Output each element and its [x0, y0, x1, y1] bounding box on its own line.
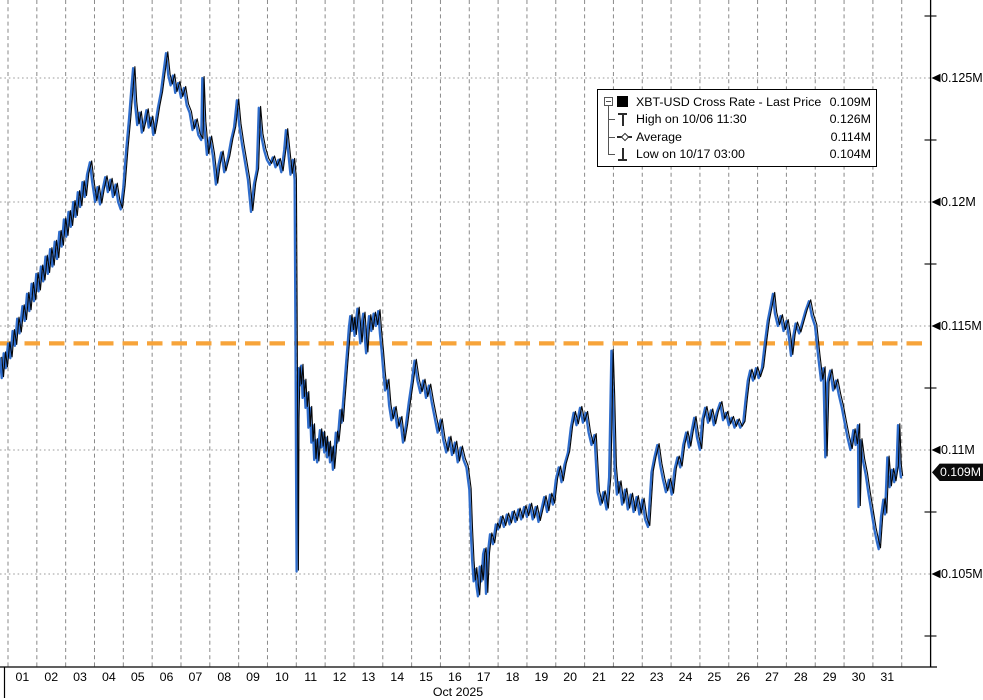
y-axis-tick-arrows [931, 73, 941, 579]
price-line [0, 51, 904, 598]
x-axis-day-label: 03 [73, 670, 87, 684]
x-axis-day-label: 22 [620, 670, 635, 684]
legend-tree-cell [602, 146, 617, 164]
x-axis-day-label: 17 [476, 670, 491, 684]
x-axis-day-label: 09 [246, 670, 260, 684]
legend-label: High on 10/06 11:30 [636, 112, 747, 127]
x-axis-day-label: 23 [649, 670, 664, 684]
legend-row: Average 0.114M [602, 128, 871, 146]
legend-tree-stub [608, 119, 615, 121]
x-axis-day-label: 10 [274, 670, 289, 684]
x-axis-day-label: 21 [592, 670, 606, 684]
legend-tree-line [608, 102, 609, 155]
x-axis-day-label: 11 [304, 670, 318, 684]
legend-tree-stub [608, 136, 615, 138]
legend-value: 0.114M [830, 129, 871, 144]
x-axis-day-label: 14 [390, 670, 405, 684]
y-axis-label: 0.11M [941, 443, 975, 457]
x-axis-day-label: 19 [534, 670, 549, 684]
legend-collapse-icon[interactable] [604, 97, 613, 106]
x-axis-day-label: 13 [361, 670, 376, 684]
x-axis-month-label: Oct 2025 [432, 685, 484, 699]
x-axis-day-label: 01 [15, 670, 30, 684]
average-marker-icon [617, 132, 632, 141]
x-axis-day-label: 05 [130, 670, 145, 684]
x-axis-day-label: 16 [447, 670, 462, 684]
x-axis-day-label: 12 [332, 670, 347, 684]
legend-value: 0.104M [829, 147, 871, 162]
legend-value: 0.109M [829, 94, 871, 109]
x-axis-day-label: 18 [505, 670, 520, 684]
y-axis-label: 0.125M [941, 71, 983, 85]
x-axis-day-label: 31 [880, 670, 895, 684]
legend-tree-cell [602, 93, 617, 111]
x-axis-day-label: 28 [793, 670, 808, 684]
legend-tree-stub [608, 154, 615, 156]
axes [0, 0, 937, 698]
legend-label: XBT-USD Cross Rate - Last Price [636, 94, 822, 109]
legend-value: 0.126M [829, 112, 871, 127]
series-swatch-icon [617, 96, 628, 108]
x-axis-day-label: 30 [851, 670, 866, 684]
legend-tree-cell [602, 111, 617, 129]
legend-label: Average [636, 129, 682, 144]
legend-row: High on 10/06 11:30 0.126M [602, 111, 871, 129]
x-axis-day-label: 15 [419, 670, 433, 684]
x-axis-day-label: 20 [563, 670, 578, 684]
low-marker-icon [617, 147, 628, 161]
y-axis-label: 0.105M [941, 567, 983, 581]
legend-row: Low on 10/17 03:00 0.104M [602, 146, 871, 164]
x-axis-day-label: 24 [678, 670, 693, 684]
x-axis-day-label: 25 [707, 670, 722, 684]
x-axis-day-label: 26 [736, 670, 751, 684]
x-axis-day-label: 02 [44, 670, 59, 684]
y-axis-label: 0.115M [941, 319, 982, 333]
legend-tree-cell [602, 128, 617, 146]
horizontal-gridlines [0, 77, 931, 575]
x-axis-day-label: 27 [765, 670, 779, 684]
y-axis-ticks [924, 15, 937, 637]
last-price-badge: 0.109M [932, 463, 983, 482]
x-axis-day-label: 08 [217, 670, 232, 684]
legend-label: Low on 10/17 03:00 [636, 147, 745, 162]
legend-box: XBT-USD Cross Rate - Last Price 0.109M Hig… [597, 89, 877, 167]
x-axis-day-label: 04 [101, 670, 116, 684]
legend-row: XBT-USD Cross Rate - Last Price 0.109M [602, 93, 871, 111]
x-axis-day-label: 29 [822, 670, 837, 684]
y-axis-label: 0.12M [941, 195, 976, 209]
x-axis-day-label: 07 [188, 670, 203, 684]
x-axis-day-label: 06 [159, 670, 174, 684]
high-marker-icon [617, 112, 628, 126]
